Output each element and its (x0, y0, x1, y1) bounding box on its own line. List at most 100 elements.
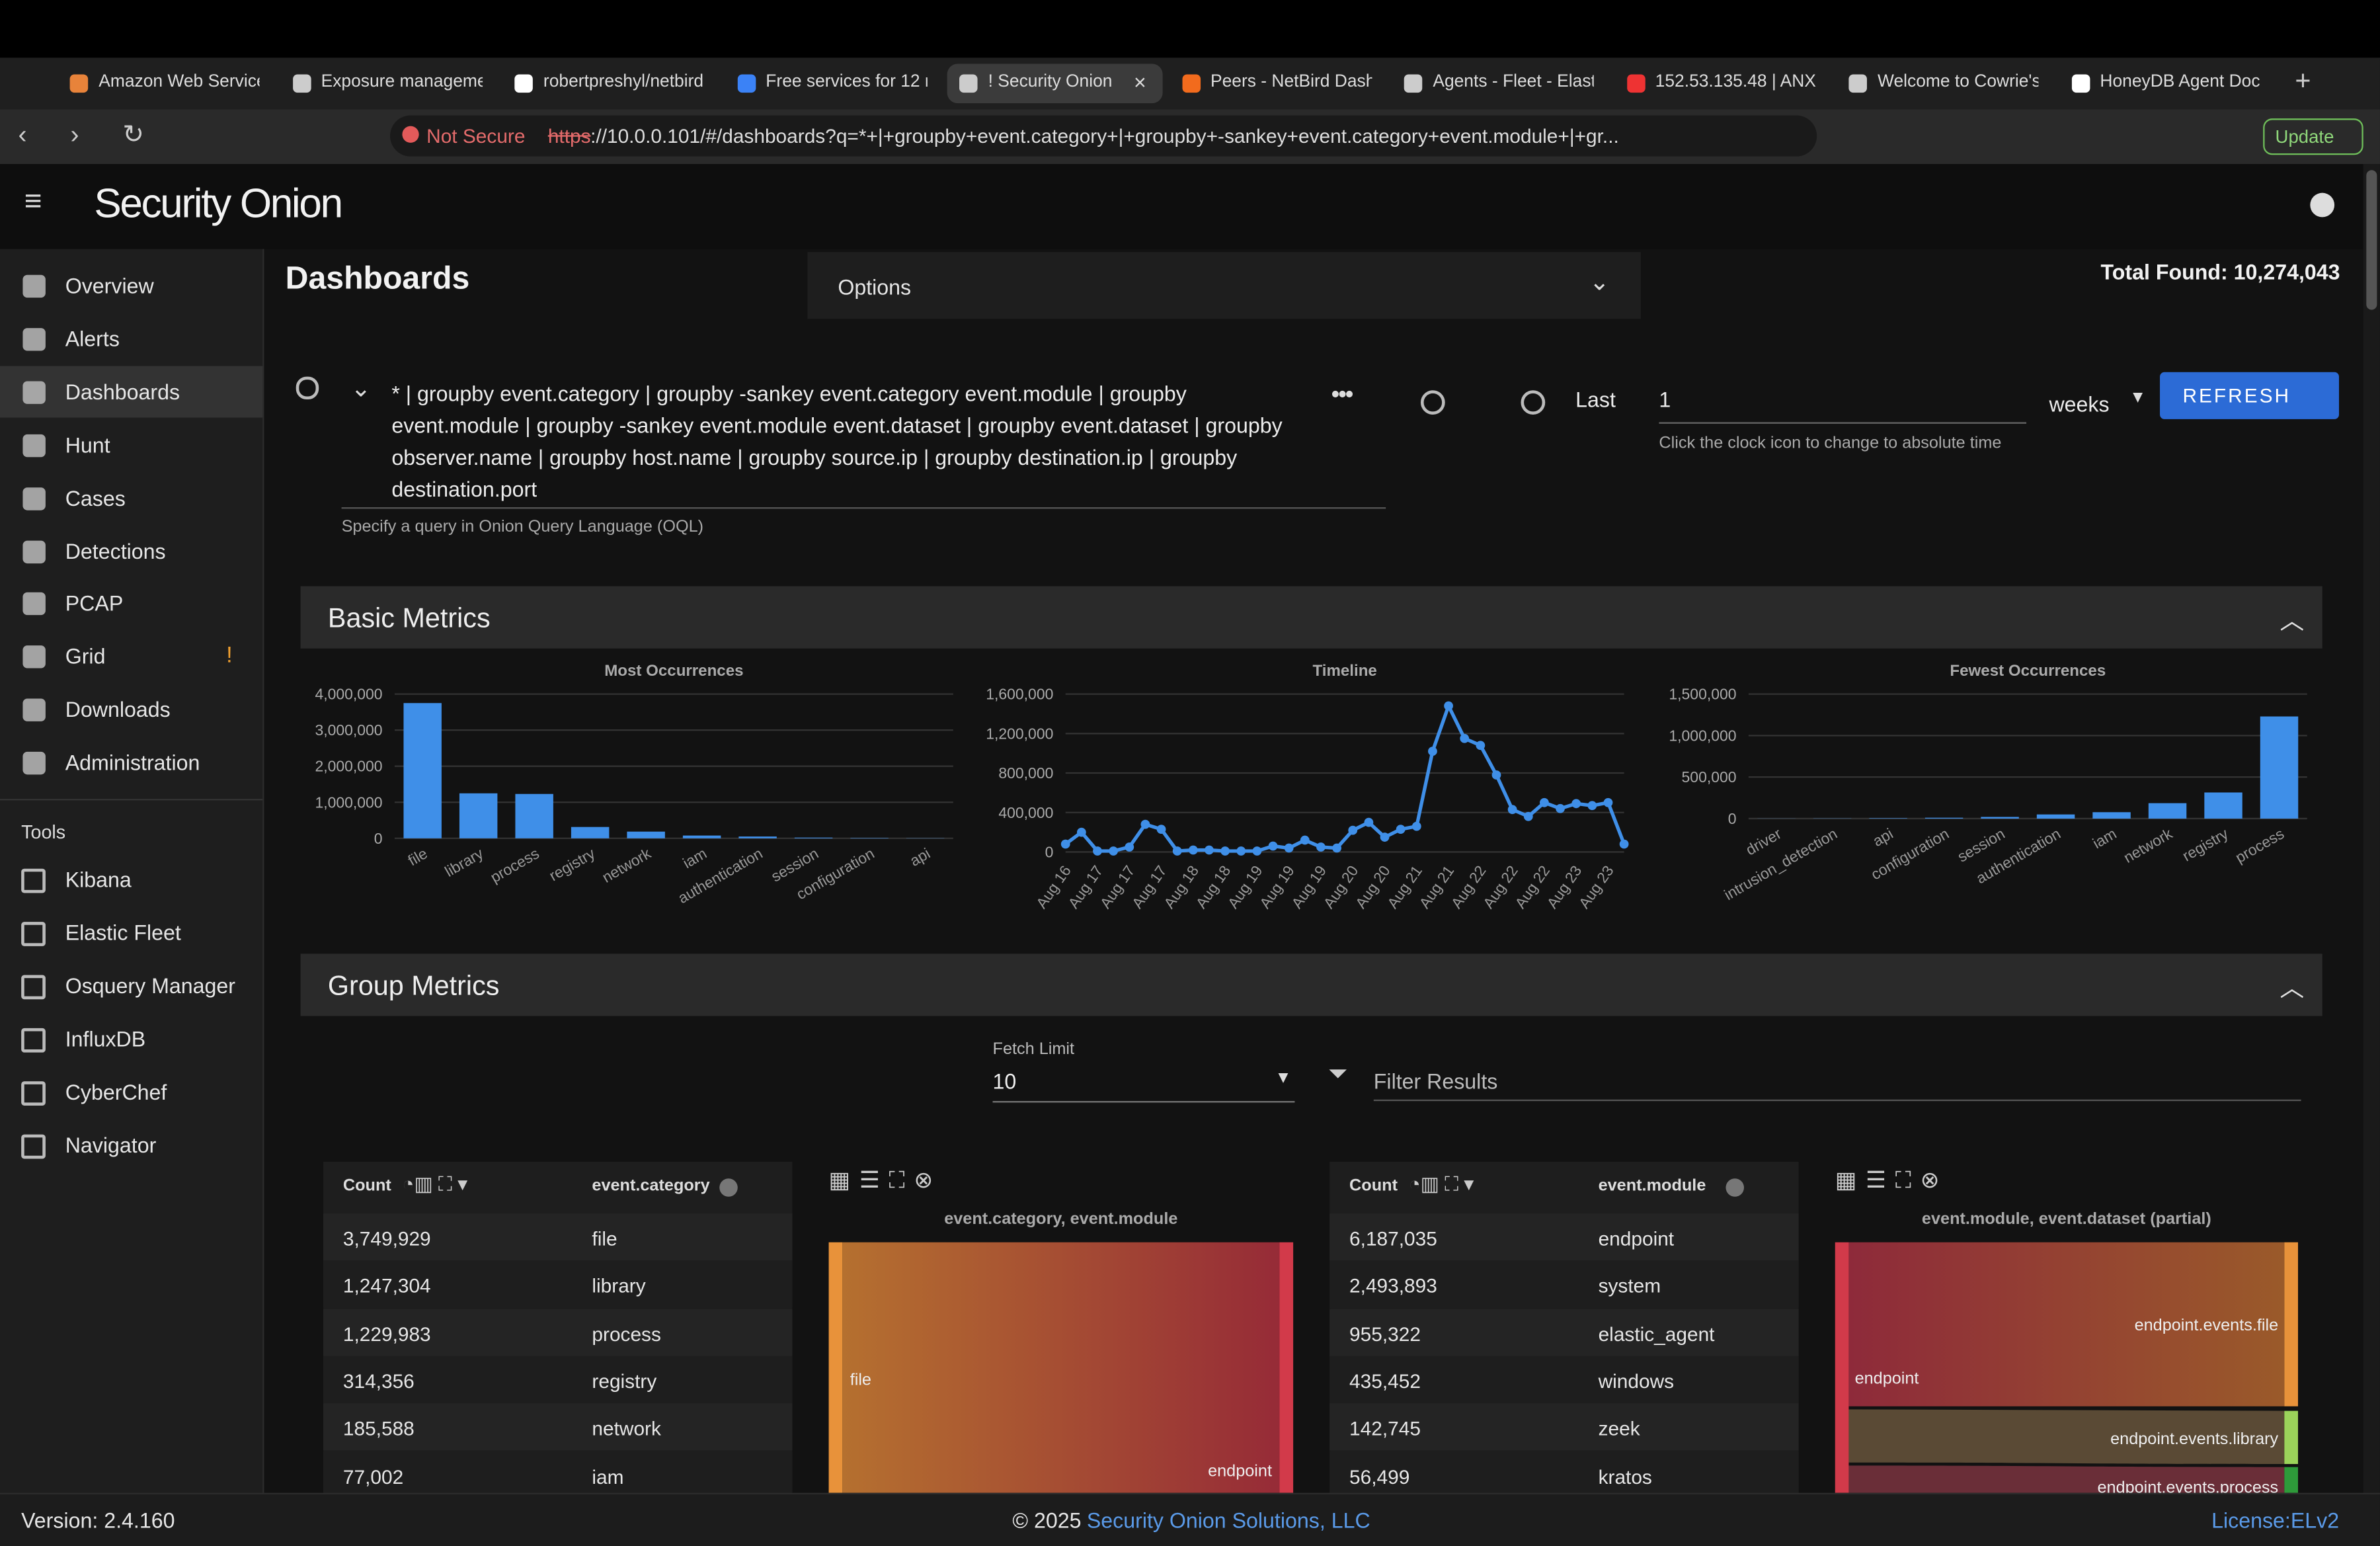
fetch-caret[interactable]: ▼ (1275, 1069, 1292, 1088)
chart: Most Occurrences 0 1,000,000 2,000,000 3,000… (315, 662, 953, 907)
chart: Fewest Occurrences 0 500,000 1,000,000 1,500… (1669, 662, 2307, 903)
table-row[interactable] (323, 1451, 793, 1498)
tab-icon (292, 74, 311, 93)
tab[interactable]: HoneyDB Agent Doc (2059, 63, 2274, 103)
fetch-limit[interactable]: 10 (992, 1069, 1017, 1094)
tool-link[interactable]: Osquery Manager (0, 959, 262, 1011)
remove-icon[interactable] (1726, 1178, 1744, 1197)
y-tick-label: 4,000,000 (315, 686, 382, 703)
nav-item[interactable]: Grid (0, 631, 262, 682)
tool-link[interactable]: Kibana (0, 854, 262, 905)
point (1380, 833, 1390, 842)
point (1188, 845, 1198, 855)
tool-link[interactable]: InfluxDB (0, 1012, 262, 1064)
table-row[interactable] (323, 1213, 793, 1261)
bar (571, 827, 610, 838)
table-row[interactable] (1329, 1260, 1799, 1309)
tab[interactable]: 152.53.135.48 | ANX (1614, 63, 1830, 103)
tab-close[interactable]: × (1134, 69, 1146, 95)
nav-icon (22, 592, 46, 616)
tab[interactable]: robertpreshyl/netbird (502, 63, 718, 103)
tool-link[interactable]: Elastic Fleet (0, 907, 262, 958)
target-icon[interactable] (1420, 390, 1445, 415)
point (1220, 846, 1230, 856)
filter-input[interactable]: Filter Results (1373, 1069, 1498, 1094)
point (1587, 801, 1597, 811)
link-icon (21, 975, 46, 999)
sankey-tools[interactable]: ▦☰⛶⊗ (828, 1168, 943, 1194)
copyright: © 2025 (1012, 1508, 1082, 1533)
link-icon (21, 868, 46, 893)
tab[interactable]: Exposure manageme (280, 63, 496, 103)
last-unit[interactable]: weeks (2049, 391, 2110, 417)
tool-link[interactable]: CyberChef (0, 1065, 262, 1117)
point (1172, 846, 1182, 856)
tab-title: Free services for 12 m (766, 73, 927, 91)
cell: windows (1598, 1369, 1675, 1393)
nav-item[interactable]: Hunt (0, 419, 262, 470)
table-row[interactable] (1329, 1451, 1799, 1498)
company-link[interactable]: Security Onion Solutions, LLC (1086, 1508, 1370, 1533)
query[interactable]: * | groupby event.category | groupby -sa… (391, 381, 1283, 501)
sankey-tools[interactable]: ▦☰⛶⊗ (1835, 1168, 1949, 1194)
nav-item[interactable]: Administration (0, 737, 262, 788)
tab[interactable]: Agents - Fleet - Elast (1392, 63, 1607, 103)
x-tick-label: api (1870, 825, 1896, 850)
tab[interactable]: ! Security Onion (947, 63, 1163, 104)
last-value[interactable]: 1 (1659, 387, 1671, 412)
table-row[interactable] (1329, 1356, 1799, 1403)
section-header[interactable]: Group Metrics ︿ (300, 954, 2322, 1016)
chart-title: Timeline (1312, 662, 1376, 680)
tab-title: Peers - NetBird Dash (1210, 73, 1372, 91)
x-tick-label: api (907, 844, 933, 870)
tool-link[interactable]: Navigator (0, 1119, 262, 1170)
y-tick-label: 1,500,000 (1669, 686, 1736, 703)
header-tools[interactable]: ◔▥ ⛶ ▾ (1408, 1172, 1474, 1196)
options-panel[interactable]: Options ⌄ (807, 252, 1641, 319)
nav-item[interactable]: Detections (0, 525, 262, 577)
nav-item[interactable]: PCAP (0, 578, 262, 630)
nav-item[interactable]: Overview (0, 260, 262, 311)
menu-icon[interactable]: ≡ (24, 185, 42, 219)
tab[interactable]: Peers - NetBird Dash (1170, 63, 1385, 103)
address-field[interactable] (390, 115, 1817, 157)
table-row[interactable] (1329, 1213, 1799, 1261)
unit-caret[interactable]: ▼ (2129, 388, 2147, 407)
table-row[interactable] (1329, 1308, 1799, 1356)
table-row[interactable] (323, 1308, 793, 1356)
nav-item[interactable]: Alerts (0, 313, 262, 364)
table-row[interactable] (323, 1356, 793, 1403)
tab[interactable]: Amazon Web Service (58, 63, 273, 103)
table-row[interactable] (323, 1403, 793, 1451)
user-icon[interactable] (2310, 192, 2335, 218)
y-tick-label: 0 (1728, 810, 1737, 827)
section-header[interactable]: Basic Metrics ︿ (300, 586, 2322, 649)
update-button[interactable]: Update (2263, 118, 2363, 155)
tab-icon (959, 74, 978, 93)
tab-icon (1404, 74, 1423, 93)
header-tools[interactable]: ◔▥ ⛶ ▾ (402, 1172, 468, 1196)
cell: 56,499 (1349, 1465, 1410, 1488)
tool-label: Navigator (65, 1132, 157, 1157)
nav-item[interactable]: Downloads (0, 684, 262, 735)
nav-buttons[interactable]: ‹ › ↻ (18, 120, 163, 149)
tab[interactable]: Free services for 12 m (725, 63, 940, 103)
nav-icon (22, 645, 46, 669)
license-link[interactable]: License:ELv2 (2211, 1508, 2340, 1533)
bar (2204, 792, 2242, 819)
nav-item[interactable]: Cases (0, 471, 262, 523)
history-icon[interactable] (1521, 390, 1546, 415)
remove-icon[interactable] (719, 1178, 738, 1197)
tab-title: HoneyDB Agent Doc (2100, 73, 2260, 91)
refresh-button[interactable]: REFRESH (2160, 372, 2339, 419)
point (1396, 825, 1406, 834)
new-tab[interactable]: + (2295, 65, 2311, 96)
col-header: event.module (1598, 1176, 1706, 1196)
tab[interactable]: Welcome to Cowrie's (1837, 63, 2052, 103)
query-chevron[interactable]: ⌄ (350, 376, 372, 403)
nav-item[interactable]: Dashboards (0, 366, 263, 418)
more-icon[interactable]: ••• (1331, 382, 1354, 409)
table-row[interactable] (1329, 1403, 1799, 1451)
table-row[interactable] (323, 1260, 793, 1309)
tab-icon (1848, 74, 1867, 93)
